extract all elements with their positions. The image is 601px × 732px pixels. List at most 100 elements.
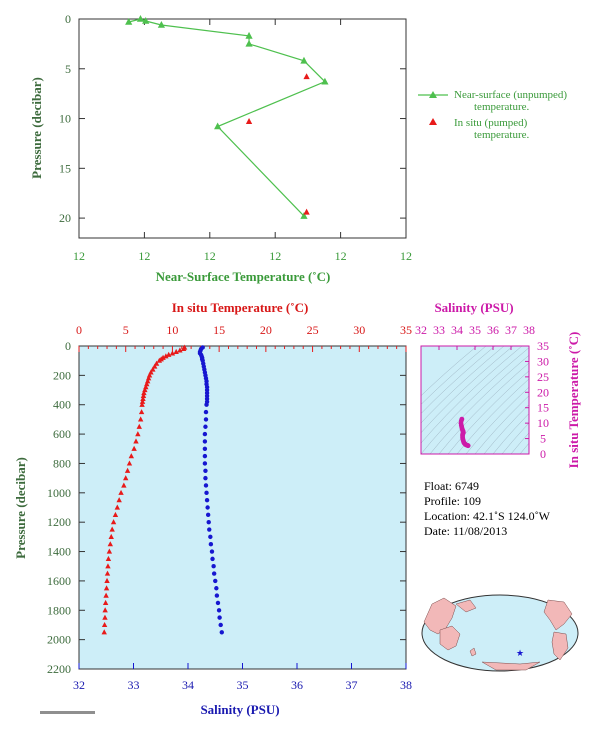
salinity-point <box>202 461 208 466</box>
temperature-point <box>105 555 112 561</box>
profile-y-label: Pressure (decibar) <box>13 457 28 559</box>
legend-label-near-surface-2: temperature. <box>474 101 530 113</box>
near-surface-plot-frame <box>78 18 407 239</box>
x-tick-label: 12 <box>269 249 281 263</box>
temperature-tick-label: 25 <box>307 323 319 337</box>
map-land <box>423 597 573 671</box>
salinity-tick-label: 34 <box>182 678 194 692</box>
near-surface-point <box>245 39 253 47</box>
temperature-point <box>101 629 107 635</box>
temperature-point <box>131 445 137 451</box>
y-tick-label: 10 <box>59 112 71 126</box>
temperature-point <box>108 533 114 539</box>
salinity-point <box>209 549 215 554</box>
density-contour-line <box>421 346 487 405</box>
salinity-point <box>203 468 208 473</box>
density-contour-line <box>421 346 478 397</box>
temperature-point <box>136 423 142 429</box>
float-id: Float: 6749 <box>424 479 479 493</box>
temperature-point <box>104 577 110 584</box>
profile-chart: 0200400600800100012001400160018002000220… <box>13 300 412 717</box>
salinity-point <box>202 439 208 444</box>
legend-label-near-surface-1: Near-surface (unpumped) <box>454 89 567 101</box>
legend-marker-red <box>429 118 437 125</box>
temperature-point <box>135 431 141 437</box>
y-tick-label: 400 <box>53 398 71 412</box>
salinity-axis-ticks: 32 33 34 35 36 37 38 <box>73 663 412 692</box>
profile-plot-frame <box>78 345 407 670</box>
near-surface-x-label: Near-Surface Temperature (˚C) <box>156 269 331 284</box>
ts-x-tick-label: 33 <box>433 323 445 337</box>
salinity-point <box>202 446 208 451</box>
temperature-tick-label: 0 <box>76 323 82 337</box>
ts-y-tick-label: 35 <box>537 339 549 353</box>
ts-plot-frame <box>420 345 530 455</box>
temperature-point <box>141 389 147 396</box>
density-contour-line <box>465 386 529 454</box>
y-tick-label: 20 <box>59 211 71 225</box>
temperature-tick-label: 5 <box>123 323 129 337</box>
ts-x-tick-label: 34 <box>451 323 463 337</box>
y-tick-label: 2000 <box>47 633 71 647</box>
salinity-tick-label: 38 <box>400 678 412 692</box>
temperature-point <box>106 548 113 554</box>
near-surface-point <box>245 31 253 39</box>
temperature-point <box>104 570 111 576</box>
temperature-point <box>156 357 163 363</box>
x-tick-label: 12 <box>73 249 85 263</box>
salinity-point <box>204 490 209 496</box>
near-surface-chart: 0 5 10 15 20 12 12 12 12 12 12 Pressure (decibar)… <box>29 12 567 284</box>
ts-y-tick-label: 10 <box>537 416 549 430</box>
temperature-axis-label: In situ Temperature (˚C) <box>172 300 309 315</box>
near-surface-point <box>300 212 308 219</box>
ts-point <box>465 443 471 449</box>
temperature-point <box>102 599 109 606</box>
salinity-point <box>206 519 211 525</box>
ts-x-tick-label: 32 <box>415 323 427 337</box>
temperature-point <box>137 416 144 422</box>
land-asia <box>423 597 457 635</box>
temperature-point <box>110 519 117 525</box>
salinity-point <box>219 630 224 635</box>
location: Location: 42.1˚S 124.0˚W <box>424 509 551 523</box>
salinity-point <box>215 600 221 606</box>
temperature-point <box>138 409 145 415</box>
ts-x-tick-label: 37 <box>505 323 517 337</box>
density-contour-line <box>421 346 523 444</box>
temperature-point <box>124 467 131 473</box>
y-tick-label: 600 <box>53 427 71 441</box>
x-tick-label: 12 <box>204 249 216 263</box>
temperature-point <box>121 482 127 488</box>
salinity-point <box>208 542 214 547</box>
temperature-point <box>102 607 108 613</box>
salinity-point <box>207 527 212 532</box>
salinity-point <box>204 402 209 407</box>
salinity-point <box>204 497 210 503</box>
salinity-point <box>203 417 209 422</box>
temperature-point <box>123 475 129 481</box>
x-tick-label: 12 <box>400 249 412 263</box>
density-contour-line <box>421 346 496 414</box>
land-south-america <box>551 631 569 661</box>
ts-y-tick-label: 15 <box>537 401 549 415</box>
salinity-tick-label: 35 <box>237 678 249 692</box>
x-tick-label: 12 <box>138 249 150 263</box>
temperature-point <box>101 621 108 628</box>
ts-x-label: Salinity (PSU) <box>434 300 513 315</box>
footer-mark <box>40 711 95 714</box>
temperature-point <box>102 614 108 620</box>
near-surface-point <box>321 77 329 85</box>
ts-x-ticks: 32 33 34 35 36 37 38 <box>415 323 535 350</box>
temperature-tick-label: 10 <box>166 323 178 337</box>
temperature-point <box>180 345 187 352</box>
map-ocean <box>421 594 579 672</box>
legend-marker-green <box>429 91 437 98</box>
density-contour-line <box>510 432 529 454</box>
salinity-point <box>211 571 217 576</box>
y-tick-label: 1600 <box>47 574 71 588</box>
y-tick-label: 0 <box>65 339 71 353</box>
temperature-point <box>169 350 176 356</box>
